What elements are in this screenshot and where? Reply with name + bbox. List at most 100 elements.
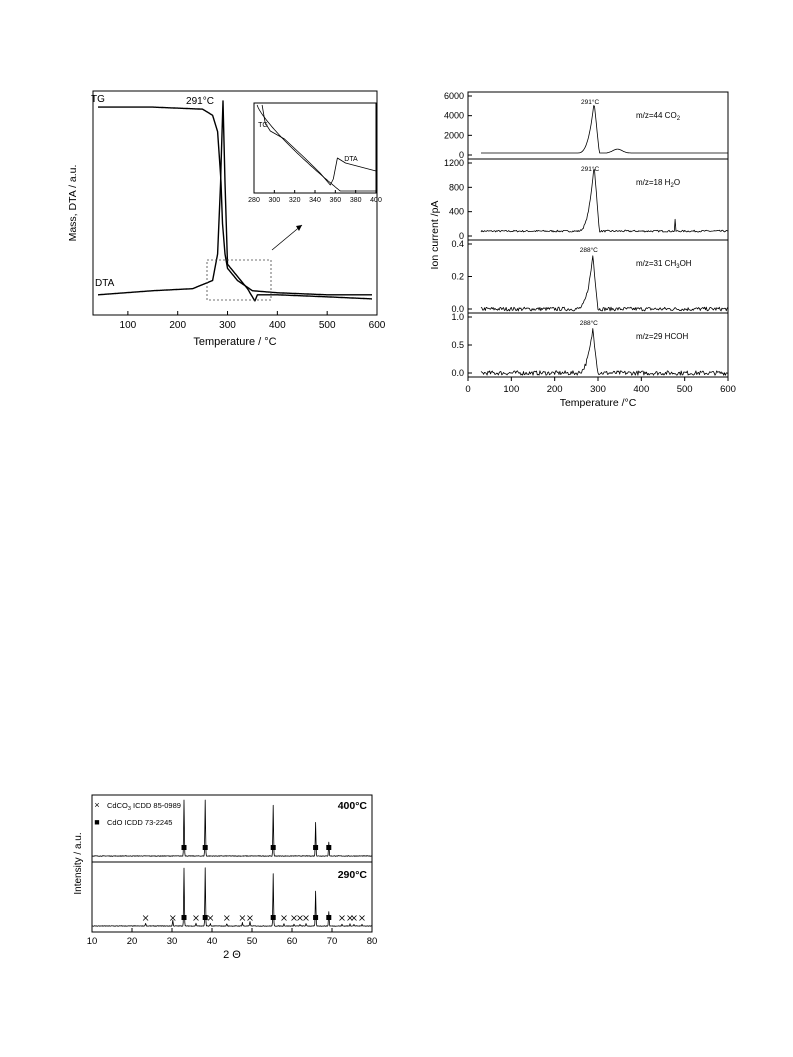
ms-panel-label-sub: 2	[677, 116, 681, 122]
tg-dta-x-axis-label: Temperature / °C	[193, 336, 276, 348]
cdco3-marker	[142, 915, 149, 921]
ms-y-tick-label: 400	[449, 207, 464, 217]
cdco3-marker	[193, 915, 199, 921]
ms-panel-frame	[467, 312, 729, 378]
tg-dta-y-axis-label: Mass, DTA / a.u.	[67, 165, 79, 242]
inset-x-tick-label: 300	[268, 197, 280, 204]
inset-tg-label: TG	[258, 122, 268, 129]
ms-x-tick-label: 500	[677, 384, 693, 395]
ms-y-tick-label: 1200	[444, 158, 464, 168]
inset-x-tick-label: 320	[289, 197, 301, 204]
tg-dta-plot-frame	[92, 90, 378, 316]
ms-x-tick-label: 600	[720, 384, 736, 395]
inset-x-tick-label: 400	[370, 197, 382, 204]
ms-y-axis-label: Ion current /pA	[429, 201, 441, 270]
cdco3-marker	[347, 915, 353, 921]
ms-peak-label: 291°C	[581, 98, 599, 106]
tg-dta-x-tick-label: 400	[269, 320, 286, 331]
dta-curve	[97, 100, 373, 302]
cdco3-marker	[239, 915, 246, 921]
xrd-legend-entry: CdO ICDD 73-2245	[107, 818, 172, 827]
xrd-plot-frame	[91, 794, 373, 933]
cdco3-marker	[303, 915, 309, 921]
xrd-x-tick-label: 50	[247, 936, 258, 947]
ms-panel-label-main: m/z=44 CO	[636, 111, 677, 120]
xrd-series-label-400C: 400°C	[338, 800, 368, 812]
ms-panel-label-tail: O	[674, 178, 680, 187]
ms-panel-4: 0.0 0.5 1.0 288°C m/z=29 HCOH	[451, 312, 729, 378]
ms-peak-label: 288°C	[580, 246, 598, 254]
ms-y-tick-label: 0.4	[451, 239, 464, 249]
ms-y-tick-label: 1.0	[451, 312, 464, 322]
cdo-marker-400C	[202, 845, 208, 850]
xrd-x-tick-label: 80	[367, 936, 378, 947]
ms-x-tick-label: 100	[503, 384, 519, 395]
ms-y-tick-label: 0.2	[451, 272, 464, 282]
xrd-series-label-290C: 290°C	[338, 869, 368, 881]
ms-panel-label-sub: 3	[676, 264, 680, 270]
ms-ion-current-curve	[480, 169, 729, 233]
cdo-marker-290C	[326, 915, 332, 920]
ms-panel-label: m/z=18 H2O	[636, 178, 680, 189]
ms-ion-current-curve	[480, 255, 729, 312]
ms-y-tick-label: 800	[449, 182, 464, 192]
tg-dta-peak-annotation: 291°C	[186, 96, 214, 107]
ms-x-tick-label: 200	[547, 384, 563, 395]
ms-panel-label-main: m/z=18 H	[636, 178, 671, 187]
cdco3-marker	[351, 915, 357, 921]
cdo-marker-400C	[313, 845, 319, 850]
tg-curve-label: TG	[91, 94, 105, 105]
ms-panel-label: m/z=31 CH3OH	[636, 259, 692, 270]
cdo-marker-400C	[326, 845, 332, 850]
xrd-y-axis-label: Intensity / a.u.	[73, 832, 84, 894]
zoom-arrow	[271, 224, 303, 251]
ms-panel-label-main: m/z=31 CH	[636, 259, 676, 268]
xrd-legend-marker: ×	[94, 800, 99, 810]
cdo-marker-290C	[181, 915, 187, 920]
ms-ion-current-curve	[480, 328, 729, 376]
ms-x-tick-label: 0	[465, 384, 470, 395]
tg-dta-x-tick-label: 500	[319, 320, 336, 331]
inset-x-tick-label: 340	[309, 197, 321, 204]
ms-panel-label-sub: 2	[670, 183, 674, 189]
ms-ion-current-curve	[481, 105, 728, 154]
inset-x-tick-label: 360	[329, 197, 341, 204]
cdo-marker-290C	[202, 915, 208, 920]
ms-x-tick-label: 400	[633, 384, 649, 395]
ms-y-tick-label: 0.5	[451, 340, 464, 350]
cdco3-marker	[170, 915, 176, 921]
xrd-legend-text: CdCO	[107, 801, 128, 810]
cdo-marker-290C	[313, 915, 319, 920]
ms-y-tick-label: 4000	[444, 111, 464, 121]
xrd-legend-text: CdO ICDD 73-2245	[107, 818, 172, 827]
inset-x-tick-label: 380	[350, 197, 362, 204]
xrd-x-axis-label: 2 Θ	[223, 949, 241, 961]
ms-panel-label-tail: OH	[680, 259, 692, 268]
tg-dta-x-tick-label: 600	[369, 320, 386, 331]
ms-peak-label: 288°C	[580, 319, 598, 327]
tg-curve	[97, 106, 373, 296]
cdco3-marker	[281, 915, 287, 921]
xrd-x-tick-label: 40	[207, 936, 218, 947]
cdco3-marker	[339, 915, 345, 921]
inset-x-tick-label: 280	[248, 197, 260, 204]
cdco3-marker	[291, 915, 297, 921]
xrd-legend-sub: 3	[128, 806, 131, 812]
ms-peak-label: 291°C	[581, 165, 599, 173]
ms-y-tick-label: 6000	[444, 91, 464, 101]
tg-dta-x-tick-label: 200	[169, 320, 186, 331]
ms-y-tick-label: 0	[459, 231, 464, 241]
xrd-pattern-290C	[91, 867, 373, 927]
tg-dta-x-tick-label: 300	[219, 320, 236, 331]
cdo-marker-400C	[181, 845, 187, 850]
xrd-chart: 10 20 30 40 50 60 70 80 2 Θ Intensity / a.u. 400°C…	[73, 794, 378, 961]
inset-tg-curve	[256, 104, 376, 192]
cdco3-marker	[224, 915, 230, 921]
zoom-region-box	[206, 259, 272, 301]
xrd-legend-tail: ICDD 85-0989	[131, 801, 181, 810]
ms-x-axis-label: Temperature /°C	[560, 397, 637, 409]
inset-plot-frame	[253, 102, 377, 194]
ms-y-tick-label: 2000	[444, 130, 464, 140]
xrd-x-tick-label: 10	[87, 936, 98, 947]
